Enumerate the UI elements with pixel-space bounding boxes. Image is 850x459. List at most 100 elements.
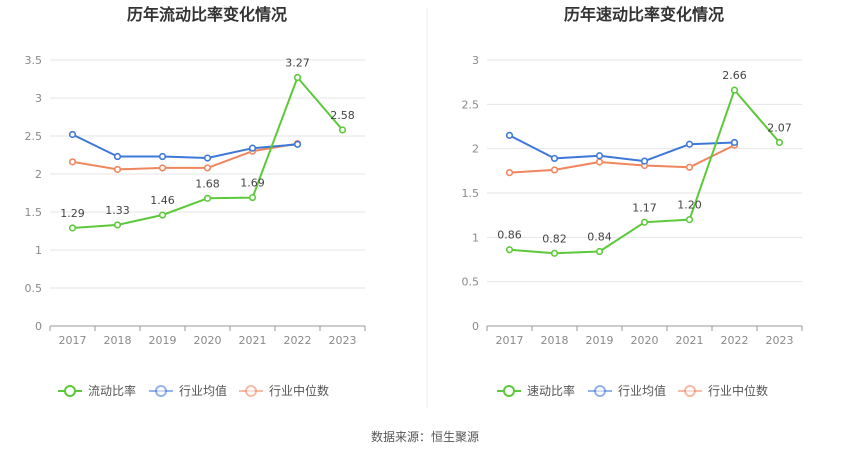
data-point-median [203,164,212,172]
data-label: 1.46 [150,194,175,207]
y-tick-label: 0.5 [462,276,480,289]
data-label: 0.84 [587,231,612,244]
data-point-avg [158,152,167,161]
y-tick-label: 2 [472,143,479,156]
y-tick-label: 2 [35,168,42,181]
legend-marker-main [503,385,515,397]
series-line-avg [72,133,298,159]
series-line-median [72,142,298,171]
x-tick-label: 2023 [766,334,794,347]
y-tick-label: 3 [35,92,42,105]
x-tick-label: 2017 [59,334,87,347]
y-tick-label: 2.5 [25,130,43,143]
data-point-main [158,211,167,219]
data-point-median [505,169,514,177]
data-point-avg [730,138,739,147]
data-point-median [685,163,694,171]
data-label: 1.68 [195,177,220,190]
data-point-median [68,158,77,166]
data-point-main [775,138,784,147]
data-point-main [203,194,212,202]
data-point-avg [685,140,694,148]
data-point-avg [68,130,77,139]
data-point-median [550,166,559,174]
legend-marker-avg [594,385,606,397]
data-label: 2.66 [722,69,747,82]
data-point-avg [203,154,212,162]
x-tick-label: 2017 [496,334,524,347]
data-label: 1.69 [240,177,265,190]
legend-marker-main [64,385,76,397]
data-point-main [640,218,649,226]
data-label: 2.58 [330,109,355,122]
series-line-median [509,144,735,174]
data-point-avg [505,131,514,139]
data-label: 1.20 [677,199,702,212]
data-point-main [550,249,559,257]
x-tick-label: 2022 [721,334,749,347]
data-label: 0.86 [497,229,522,242]
series-line-main [509,89,781,255]
data-point-main [68,224,77,232]
data-point-avg [595,152,604,160]
legend-label-median: 行业中位数 [708,383,768,398]
y-tick-label: 0 [35,320,42,333]
x-tick-label: 2023 [329,334,357,347]
data-point-main [730,86,739,94]
data-point-main [685,216,694,224]
x-tick-label: 2022 [284,334,312,347]
data-point-main [293,73,302,82]
x-tick-label: 2020 [631,334,659,347]
x-tick-label: 2019 [586,334,614,347]
chart-title: 历年流动比率变化情况 [127,5,287,24]
x-tick-label: 2021 [676,334,704,347]
y-tick-label: 0 [472,320,479,333]
data-point-avg [640,157,649,165]
data-label: 1.29 [60,207,85,220]
y-tick-label: 1.5 [462,187,480,200]
y-tick-label: 1 [472,231,479,244]
x-tick-label: 2020 [194,334,222,347]
data-source-note: 数据来源：恒生聚源 [370,430,479,444]
series-line-avg [509,134,735,163]
data-point-avg [113,152,122,161]
legend-marker-median [245,385,257,397]
data-point-median [595,158,604,166]
y-tick-label: 3.5 [25,54,43,67]
data-label: 1.33 [105,204,130,217]
data-point-main [338,126,347,134]
chart-title: 历年速动比率变化情况 [564,5,724,24]
data-point-median [113,165,122,174]
legend-marker-median [684,385,696,397]
legend-label-avg: 行业均值 [179,383,227,398]
x-tick-label: 2018 [104,334,132,347]
data-label: 3.27 [285,56,310,69]
chart-2: 历年速动比率变化情况 0 0.5 1 1.5 2 2.5 3 2017 2018 2019 2020 2… [462,5,803,398]
legend-label-main: 速动比率 [527,383,575,398]
x-tick-label: 2021 [239,334,267,347]
data-point-main [505,246,514,254]
data-label: 2.07 [767,121,792,134]
data-point-avg [550,154,559,163]
data-point-main [248,193,257,202]
x-tick-label: 2018 [541,334,569,347]
data-point-main [113,221,122,229]
y-tick-label: 1 [35,244,42,257]
y-tick-label: 2.5 [462,98,480,111]
legend-label-main: 流动比率 [88,383,136,398]
y-tick-label: 0.5 [25,282,43,295]
x-tick-label: 2019 [149,334,177,347]
legend-label-median: 行业中位数 [269,383,329,398]
legend-label-avg: 行业均值 [618,383,666,398]
data-point-avg [248,144,257,152]
data-point-median [158,164,167,172]
data-label: 1.17 [632,201,657,214]
chart-1: 历年流动比率变化情况 0 0.5 1 1.5 2 2.5 3 3.5 2017 2018 2019 20… [25,5,366,398]
data-label: 0.82 [542,232,567,245]
data-point-avg [293,140,302,148]
legend-marker-avg [155,385,167,397]
y-tick-label: 1.5 [25,206,43,219]
y-tick-label: 3 [472,54,479,67]
data-point-main [595,247,604,256]
